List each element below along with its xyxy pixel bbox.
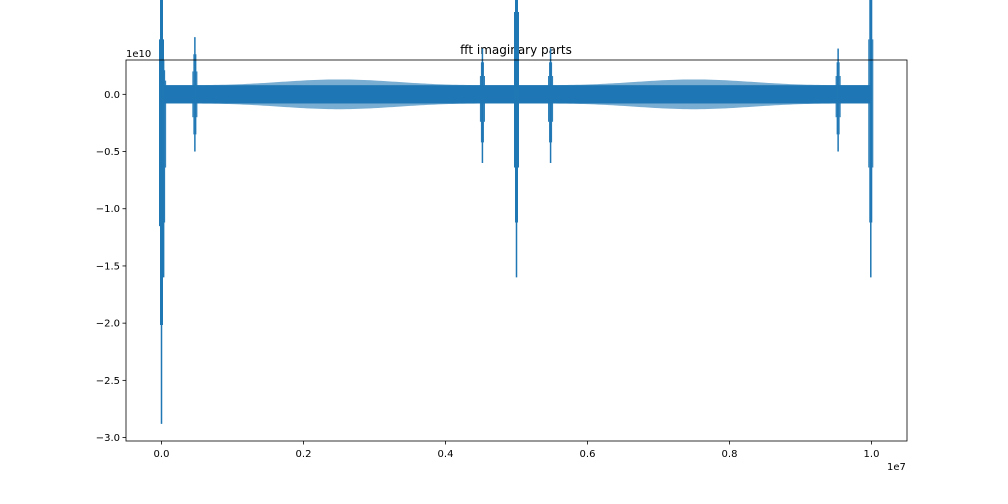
y-tick-label: −1.5: [96, 261, 120, 272]
x-tick-label: 0.0: [154, 449, 170, 460]
x-tick-label: 0.6: [580, 449, 596, 460]
x-tick-label: 0.8: [722, 449, 738, 460]
plot-area: [159, 0, 874, 424]
x-tick-label: 0.2: [296, 449, 312, 460]
y-tick-label: −3.0: [96, 433, 120, 444]
y-tick-label: −1.0: [96, 204, 120, 215]
y-tick-label: −0.5: [96, 147, 120, 158]
x-tick-label: 1.0: [864, 449, 880, 460]
spike-5: [548, 48, 554, 163]
y-tick-label: 0.0: [104, 90, 120, 101]
y-tick-label: −2.0: [96, 319, 120, 330]
spike-6: [835, 48, 841, 152]
x-tick-label: 0.4: [438, 449, 454, 460]
axes-frame: [125, 59, 908, 442]
spike-1: [161, 60, 167, 278]
spike-3: [479, 48, 485, 163]
y-offset-text: 1e10: [126, 49, 151, 60]
y-axis: 0.0 −0.5 −1.0 −1.5 −2.0 −2.5 −3.0: [96, 90, 126, 444]
spike-7: [868, 0, 874, 278]
spike-4: [514, 0, 519, 278]
x-axis: 0.0 0.2 0.4 0.6 0.8 1.0: [154, 441, 880, 460]
y-tick-label: −2.5: [96, 376, 120, 387]
x-offset-text: 1e7: [887, 462, 906, 473]
spike-2: [192, 37, 198, 152]
